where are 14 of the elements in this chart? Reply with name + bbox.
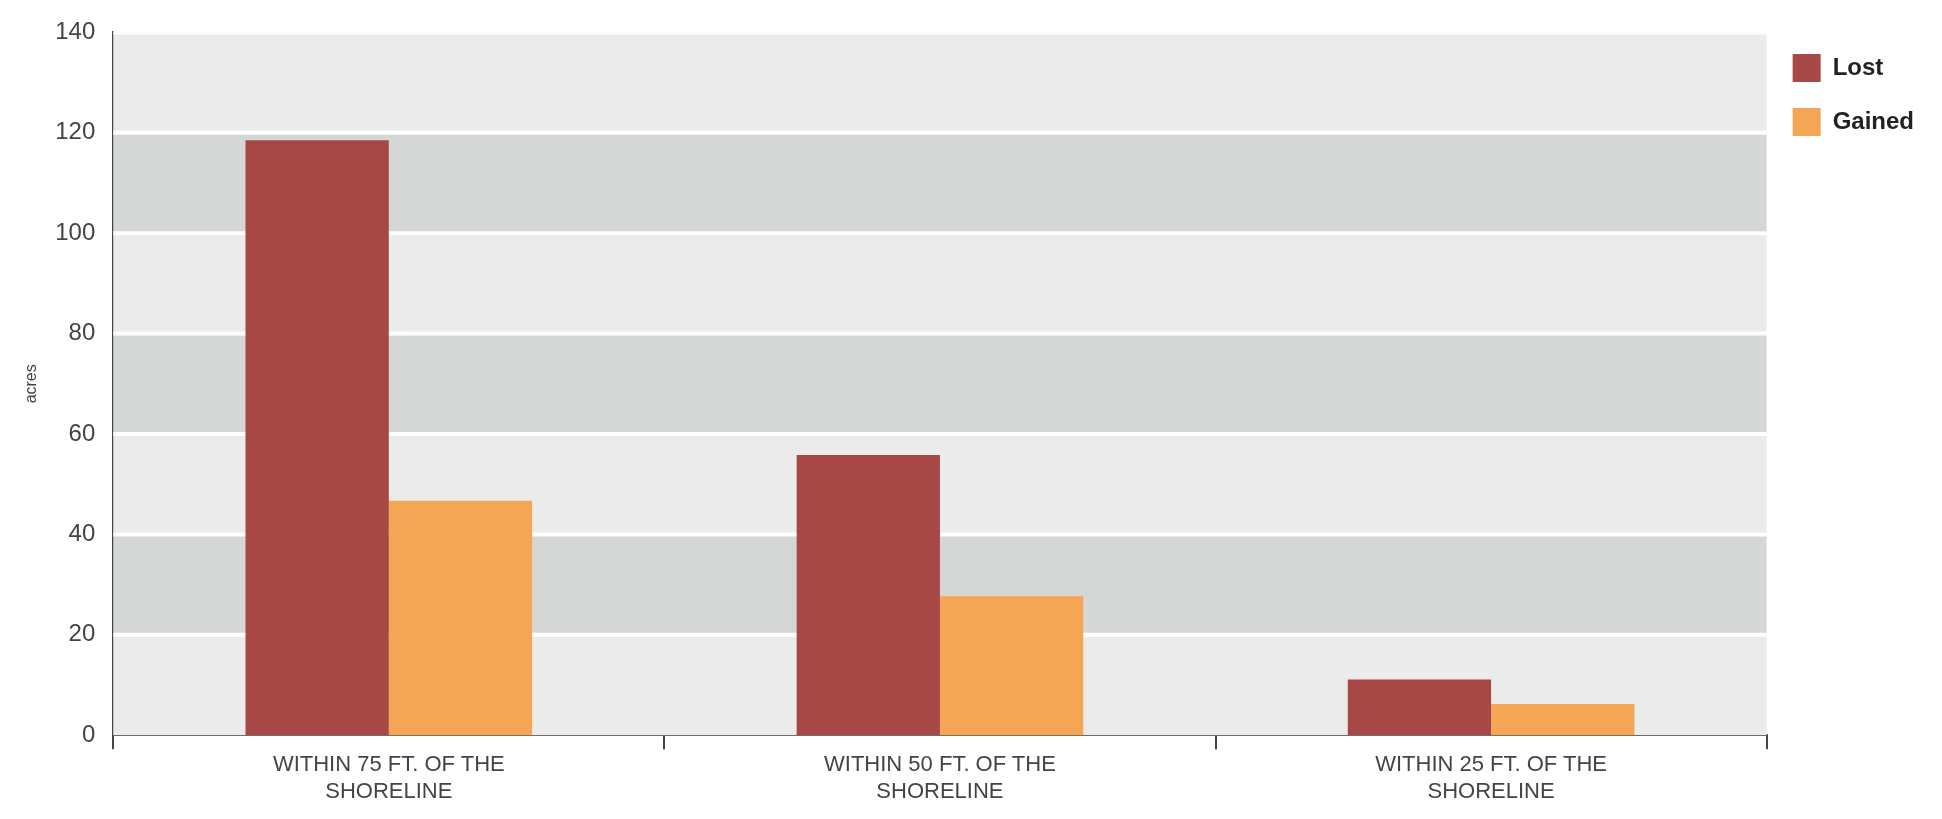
- y-tick-label: 20: [68, 619, 96, 647]
- y-tick-label: 100: [55, 217, 96, 245]
- y-tick-label: 0: [81, 719, 96, 747]
- y-tick-label: 80: [68, 318, 96, 346]
- legend-label: Gained: [1832, 106, 1915, 134]
- y-tick-label: 140: [55, 17, 96, 45]
- x-tick-label: WITHIN 75 FT. OF THE SHORELINE: [272, 751, 505, 803]
- x-tick-label: WITHIN 50 FT. OF THE SHORELINE: [824, 751, 1056, 803]
- y-axis-title: acres: [22, 364, 40, 404]
- x-tick-label: WITHIN 25 FT. OF THE SHORELINE: [1375, 751, 1607, 803]
- y-tick-label: 40: [68, 519, 96, 547]
- y-tick-label: 120: [55, 117, 96, 145]
- legend-label: Lost: [1832, 52, 1884, 80]
- y-tick-label: 60: [68, 418, 96, 446]
